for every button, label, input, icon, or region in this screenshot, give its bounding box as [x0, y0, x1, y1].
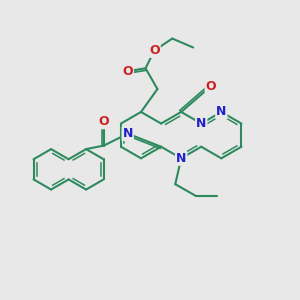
Text: N: N	[196, 117, 206, 130]
Text: O: O	[99, 115, 109, 128]
Text: O: O	[206, 80, 216, 93]
Text: N: N	[122, 127, 133, 140]
Text: O: O	[122, 65, 133, 78]
Text: O: O	[149, 44, 160, 57]
Text: N: N	[216, 106, 226, 118]
Text: N: N	[176, 152, 186, 165]
